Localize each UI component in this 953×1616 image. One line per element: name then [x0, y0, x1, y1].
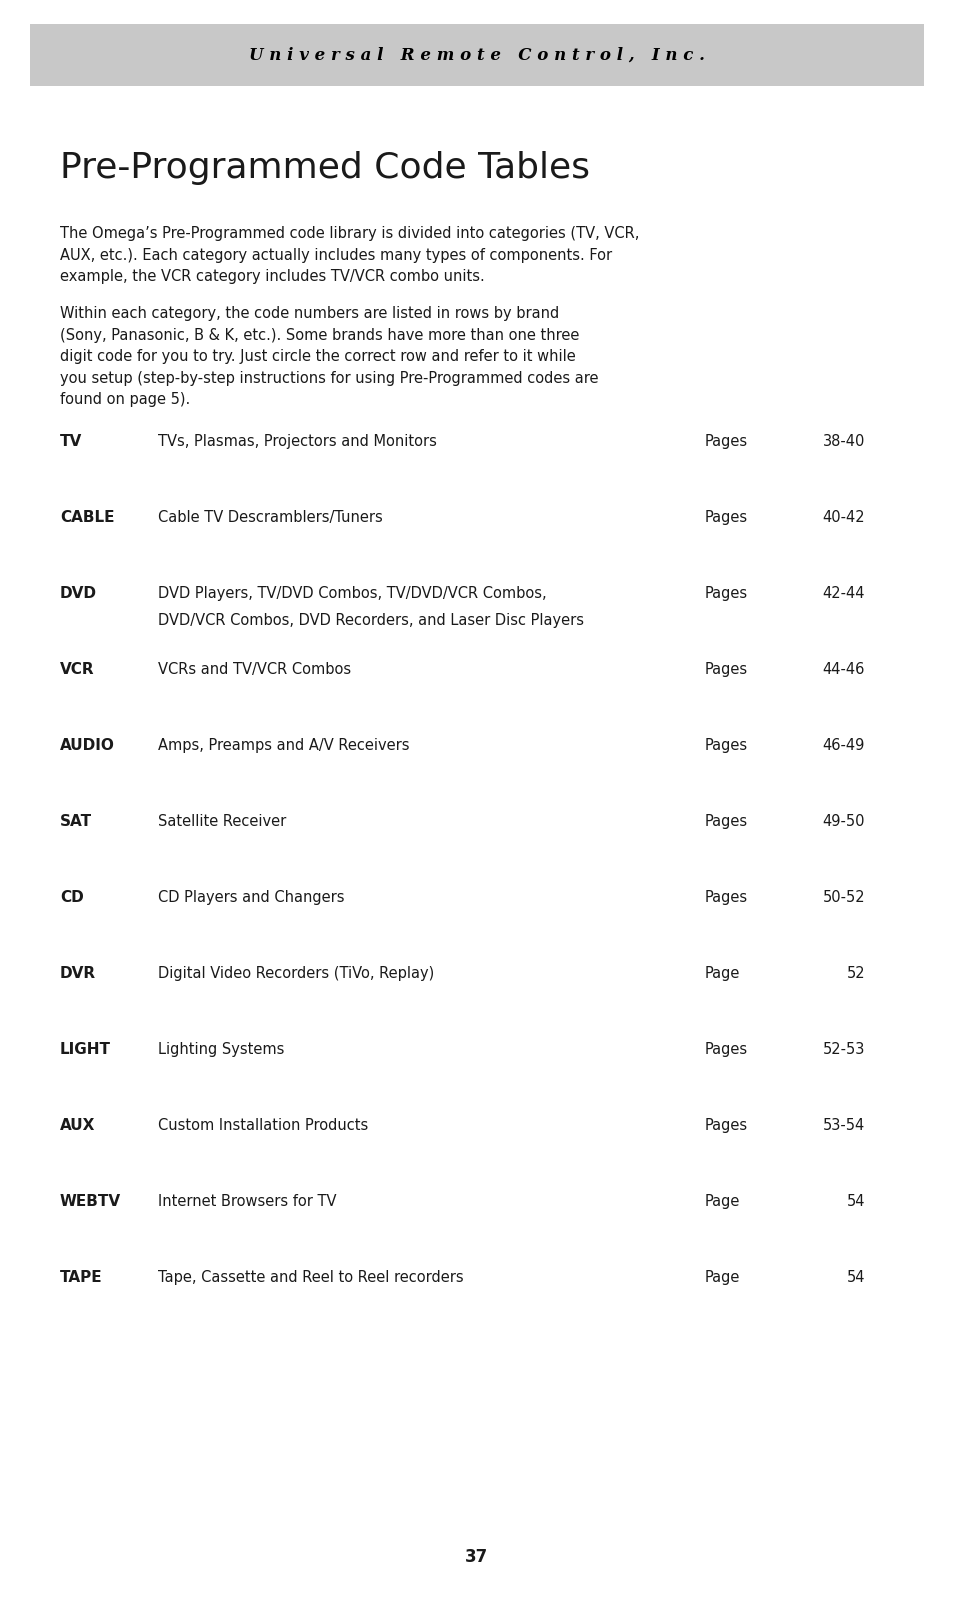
- Text: LIGHT: LIGHT: [60, 1042, 111, 1057]
- Bar: [30, 24, 923, 86]
- Text: DVD/VCR Combos, DVD Recorders, and Laser Disc Players: DVD/VCR Combos, DVD Recorders, and Laser…: [158, 614, 583, 629]
- Text: 40-42: 40-42: [821, 511, 864, 525]
- Text: Page: Page: [704, 1270, 740, 1285]
- Text: CD Players and Changers: CD Players and Changers: [158, 890, 344, 905]
- Text: 52: 52: [845, 966, 864, 981]
- Text: Pages: Pages: [704, 587, 747, 601]
- Text: 46-49: 46-49: [821, 739, 864, 753]
- Text: 37: 37: [465, 1548, 488, 1566]
- Text: WEBTV: WEBTV: [60, 1194, 121, 1209]
- Text: TVs, Plasmas, Projectors and Monitors: TVs, Plasmas, Projectors and Monitors: [158, 435, 436, 449]
- Text: 44-46: 44-46: [821, 663, 864, 677]
- Text: Page: Page: [704, 1194, 740, 1209]
- Text: 42-44: 42-44: [821, 587, 864, 601]
- Text: SAT: SAT: [60, 814, 92, 829]
- Text: Digital Video Recorders (TiVo, Replay): Digital Video Recorders (TiVo, Replay): [158, 966, 434, 981]
- Text: Lighting Systems: Lighting Systems: [158, 1042, 284, 1057]
- Text: Pages: Pages: [704, 814, 747, 829]
- Text: Within each category, the code numbers are listed in rows by brand
(Sony, Panaso: Within each category, the code numbers a…: [60, 305, 598, 407]
- Text: 50-52: 50-52: [821, 890, 864, 905]
- Text: 38-40: 38-40: [821, 435, 864, 449]
- Text: 54: 54: [845, 1270, 864, 1285]
- Text: DVR: DVR: [60, 966, 96, 981]
- Text: Pages: Pages: [704, 663, 747, 677]
- Text: AUDIO: AUDIO: [60, 739, 114, 753]
- Text: Pages: Pages: [704, 890, 747, 905]
- Text: 49-50: 49-50: [821, 814, 864, 829]
- Text: Satellite Receiver: Satellite Receiver: [158, 814, 286, 829]
- Text: Amps, Preamps and A/V Receivers: Amps, Preamps and A/V Receivers: [158, 739, 409, 753]
- Text: The Omega’s Pre-Programmed code library is divided into categories (TV, VCR,
AUX: The Omega’s Pre-Programmed code library …: [60, 226, 639, 284]
- Text: DVD: DVD: [60, 587, 97, 601]
- Text: AUX: AUX: [60, 1118, 95, 1133]
- Text: CD: CD: [60, 890, 84, 905]
- Text: Cable TV Descramblers/Tuners: Cable TV Descramblers/Tuners: [158, 511, 382, 525]
- Text: Page: Page: [704, 966, 740, 981]
- Text: Pre-Programmed Code Tables: Pre-Programmed Code Tables: [60, 150, 589, 184]
- Text: Pages: Pages: [704, 435, 747, 449]
- Text: Custom Installation Products: Custom Installation Products: [158, 1118, 368, 1133]
- Text: CABLE: CABLE: [60, 511, 114, 525]
- Text: U n i v e r s a l   R e m o t e   C o n t r o l ,   I n c .: U n i v e r s a l R e m o t e C o n t r …: [249, 47, 704, 63]
- Text: Pages: Pages: [704, 511, 747, 525]
- Text: 52-53: 52-53: [821, 1042, 864, 1057]
- Text: 54: 54: [845, 1194, 864, 1209]
- Text: DVD Players, TV/DVD Combos, TV/DVD/VCR Combos,: DVD Players, TV/DVD Combos, TV/DVD/VCR C…: [158, 587, 546, 601]
- Text: Pages: Pages: [704, 1042, 747, 1057]
- Text: TAPE: TAPE: [60, 1270, 103, 1285]
- Text: 53-54: 53-54: [821, 1118, 864, 1133]
- Text: Pages: Pages: [704, 1118, 747, 1133]
- Text: Tape, Cassette and Reel to Reel recorders: Tape, Cassette and Reel to Reel recorder…: [158, 1270, 463, 1285]
- Text: VCR: VCR: [60, 663, 94, 677]
- Text: Internet Browsers for TV: Internet Browsers for TV: [158, 1194, 336, 1209]
- Text: VCRs and TV/VCR Combos: VCRs and TV/VCR Combos: [158, 663, 351, 677]
- Text: Pages: Pages: [704, 739, 747, 753]
- Text: TV: TV: [60, 435, 82, 449]
